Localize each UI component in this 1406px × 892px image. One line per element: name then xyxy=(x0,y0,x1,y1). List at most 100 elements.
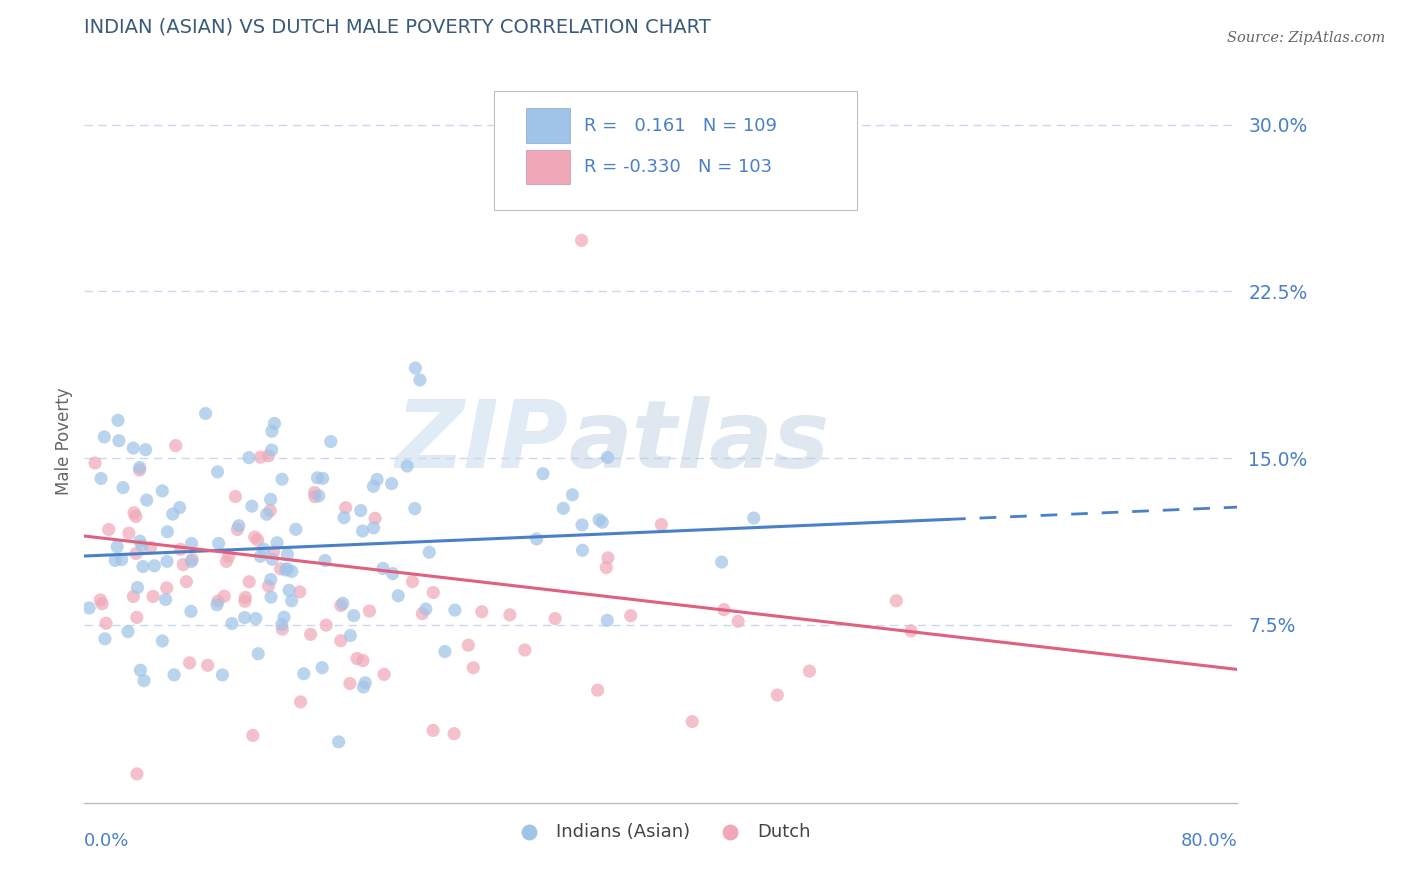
Point xyxy=(259,503,281,517)
Text: INDIAN (ASIAN) VS DUTCH MALE POVERTY CORRELATION CHART: INDIAN (ASIAN) VS DUTCH MALE POVERTY COR… xyxy=(84,18,711,37)
Point xyxy=(84,456,107,470)
Point xyxy=(257,449,280,463)
Point xyxy=(329,633,352,648)
Text: R =   0.161   N = 109: R = 0.161 N = 109 xyxy=(583,117,776,135)
Point xyxy=(207,594,229,608)
Point xyxy=(354,675,377,690)
Point xyxy=(259,492,281,507)
Point xyxy=(132,673,155,688)
Text: ZIP: ZIP xyxy=(395,395,568,488)
Point xyxy=(284,522,307,536)
Point xyxy=(571,233,593,247)
Point xyxy=(339,676,361,690)
Point xyxy=(290,695,312,709)
Point xyxy=(90,471,112,485)
Point xyxy=(352,524,374,538)
Point xyxy=(128,460,150,475)
Point xyxy=(212,589,235,603)
Point xyxy=(443,727,465,741)
Point xyxy=(288,585,311,599)
Point xyxy=(270,617,292,632)
Point xyxy=(240,499,263,513)
Point xyxy=(162,507,184,521)
Point xyxy=(311,471,333,485)
Point xyxy=(553,501,575,516)
Point xyxy=(713,602,735,616)
Point xyxy=(122,506,145,520)
Point xyxy=(366,472,388,486)
Point xyxy=(215,554,238,568)
Y-axis label: Male Poverty: Male Poverty xyxy=(55,388,73,495)
Point xyxy=(249,549,271,564)
Point xyxy=(238,450,260,465)
Point xyxy=(105,540,128,554)
Point xyxy=(179,656,201,670)
Point xyxy=(333,510,356,524)
Point xyxy=(276,548,298,562)
Point xyxy=(176,574,198,589)
Point xyxy=(381,566,404,581)
Point xyxy=(411,607,433,621)
Text: 80.0%: 80.0% xyxy=(1181,831,1237,850)
Point xyxy=(343,608,366,623)
Point xyxy=(94,616,117,631)
Point xyxy=(256,508,278,522)
Point xyxy=(404,501,426,516)
Point xyxy=(799,664,821,678)
Point xyxy=(224,490,246,504)
Point xyxy=(650,517,672,532)
Point xyxy=(97,523,120,537)
Point xyxy=(226,523,249,537)
Point xyxy=(727,614,749,628)
Point xyxy=(163,668,186,682)
Point xyxy=(766,688,789,702)
Point xyxy=(156,581,179,595)
Point xyxy=(172,558,194,572)
Point xyxy=(353,680,375,694)
Point xyxy=(404,361,426,376)
Legend: Indians (Asian), Dutch: Indians (Asian), Dutch xyxy=(503,815,818,848)
Point xyxy=(273,610,295,624)
Point xyxy=(156,554,179,568)
Point xyxy=(142,590,165,604)
Point xyxy=(247,647,270,661)
Point xyxy=(280,594,302,608)
Point xyxy=(274,563,297,577)
Point xyxy=(596,550,619,565)
Point xyxy=(457,638,479,652)
Point xyxy=(233,594,256,608)
Point xyxy=(181,552,204,566)
Point xyxy=(304,485,326,500)
Point xyxy=(180,604,202,618)
Point xyxy=(125,767,148,781)
Point xyxy=(132,559,155,574)
Point xyxy=(332,596,354,610)
Point xyxy=(129,663,152,677)
Point xyxy=(122,441,145,455)
Point xyxy=(211,668,233,682)
Point xyxy=(328,735,350,749)
Point xyxy=(335,500,357,515)
Point xyxy=(526,532,548,546)
Point xyxy=(238,574,260,589)
Point xyxy=(363,521,385,535)
Point xyxy=(281,565,304,579)
FancyBboxPatch shape xyxy=(526,109,569,143)
Point xyxy=(143,558,166,573)
Point xyxy=(352,654,374,668)
Point xyxy=(117,624,139,639)
Text: Source: ZipAtlas.com: Source: ZipAtlas.com xyxy=(1226,31,1385,45)
Point xyxy=(373,667,395,681)
Point xyxy=(249,450,271,464)
Point xyxy=(444,603,467,617)
Point xyxy=(620,608,643,623)
Point xyxy=(304,490,326,504)
Point xyxy=(125,610,148,624)
Point xyxy=(571,543,593,558)
Point xyxy=(292,666,315,681)
Point xyxy=(561,488,583,502)
Point xyxy=(266,535,288,549)
Point xyxy=(884,593,907,607)
Point xyxy=(401,574,423,589)
Text: R = -0.330   N = 103: R = -0.330 N = 103 xyxy=(583,158,772,176)
